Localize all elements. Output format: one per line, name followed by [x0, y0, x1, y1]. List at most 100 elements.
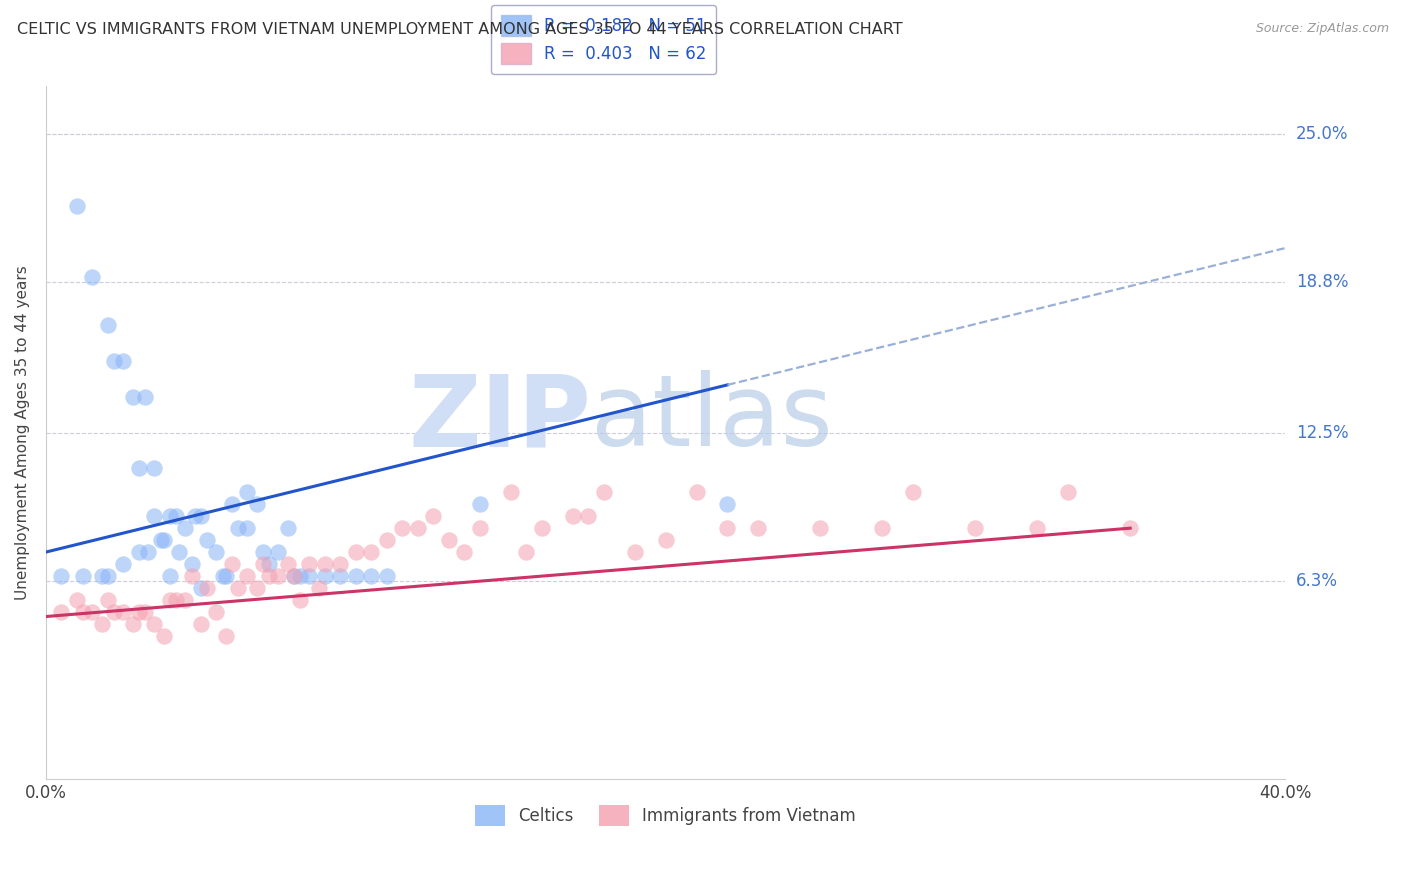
- Point: [267, 569, 290, 583]
- Point: [143, 616, 166, 631]
- Point: [72, 605, 94, 619]
- Point: [66, 592, 89, 607]
- Point: [1057, 485, 1080, 500]
- Point: [82, 605, 104, 619]
- Point: [214, 629, 236, 643]
- Legend: Celtics, Immigrants from Vietnam: Celtics, Immigrants from Vietnam: [468, 798, 863, 833]
- Point: [329, 557, 352, 571]
- Point: [143, 461, 166, 475]
- Point: [406, 521, 429, 535]
- Point: [190, 581, 212, 595]
- Point: [252, 545, 274, 559]
- Point: [167, 545, 190, 559]
- Text: 25.0%: 25.0%: [1296, 125, 1348, 143]
- Point: [221, 557, 243, 571]
- Point: [288, 592, 311, 607]
- Point: [530, 521, 553, 535]
- Point: [214, 569, 236, 583]
- Point: [128, 605, 150, 619]
- Point: [90, 616, 112, 631]
- Point: [246, 581, 269, 595]
- Point: [685, 485, 707, 500]
- Point: [112, 354, 135, 368]
- Point: [437, 533, 460, 547]
- Point: [314, 569, 336, 583]
- Text: 12.5%: 12.5%: [1296, 424, 1348, 442]
- Point: [283, 569, 305, 583]
- Point: [82, 270, 104, 285]
- Point: [298, 557, 321, 571]
- Point: [183, 509, 205, 524]
- Text: CELTIC VS IMMIGRANTS FROM VIETNAM UNEMPLOYMENT AMONG AGES 35 TO 44 YEARS CORRELA: CELTIC VS IMMIGRANTS FROM VIETNAM UNEMPL…: [17, 22, 903, 37]
- Point: [205, 605, 228, 619]
- Point: [221, 497, 243, 511]
- Text: 6.3%: 6.3%: [1296, 572, 1339, 590]
- Point: [1119, 521, 1142, 535]
- Point: [174, 592, 197, 607]
- Point: [872, 521, 894, 535]
- Point: [180, 557, 202, 571]
- Point: [159, 592, 181, 607]
- Point: [344, 545, 367, 559]
- Point: [180, 569, 202, 583]
- Point: [236, 569, 259, 583]
- Point: [51, 569, 73, 583]
- Point: [623, 545, 645, 559]
- Point: [375, 533, 398, 547]
- Point: [344, 569, 367, 583]
- Point: [903, 485, 925, 500]
- Text: atlas: atlas: [591, 370, 832, 467]
- Point: [257, 557, 280, 571]
- Point: [143, 509, 166, 524]
- Point: [51, 605, 73, 619]
- Point: [277, 557, 299, 571]
- Point: [308, 581, 330, 595]
- Point: [252, 557, 274, 571]
- Point: [236, 485, 259, 500]
- Point: [716, 521, 738, 535]
- Text: 18.8%: 18.8%: [1296, 273, 1348, 291]
- Text: ZIP: ZIP: [408, 370, 591, 467]
- Point: [152, 533, 174, 547]
- Point: [277, 521, 299, 535]
- Point: [128, 461, 150, 475]
- Point: [654, 533, 676, 547]
- Point: [103, 354, 125, 368]
- Point: [165, 592, 187, 607]
- Point: [360, 569, 382, 583]
- Point: [112, 605, 135, 619]
- Point: [747, 521, 769, 535]
- Point: [226, 581, 249, 595]
- Point: [97, 592, 120, 607]
- Point: [136, 545, 159, 559]
- Point: [205, 545, 228, 559]
- Point: [468, 497, 491, 511]
- Point: [121, 616, 143, 631]
- Point: [246, 497, 269, 511]
- Point: [391, 521, 413, 535]
- Point: [152, 629, 174, 643]
- Point: [257, 569, 280, 583]
- Point: [190, 616, 212, 631]
- Point: [195, 533, 218, 547]
- Point: [174, 521, 197, 535]
- Point: [810, 521, 832, 535]
- Point: [103, 605, 125, 619]
- Point: [97, 569, 120, 583]
- Point: [965, 521, 987, 535]
- Point: [329, 569, 352, 583]
- Point: [90, 569, 112, 583]
- Point: [288, 569, 311, 583]
- Point: [159, 569, 181, 583]
- Point: [716, 497, 738, 511]
- Point: [72, 569, 94, 583]
- Point: [66, 199, 89, 213]
- Point: [190, 509, 212, 524]
- Point: [134, 605, 156, 619]
- Point: [165, 509, 187, 524]
- Point: [360, 545, 382, 559]
- Point: [226, 521, 249, 535]
- Point: [159, 509, 181, 524]
- Point: [499, 485, 522, 500]
- Point: [267, 545, 290, 559]
